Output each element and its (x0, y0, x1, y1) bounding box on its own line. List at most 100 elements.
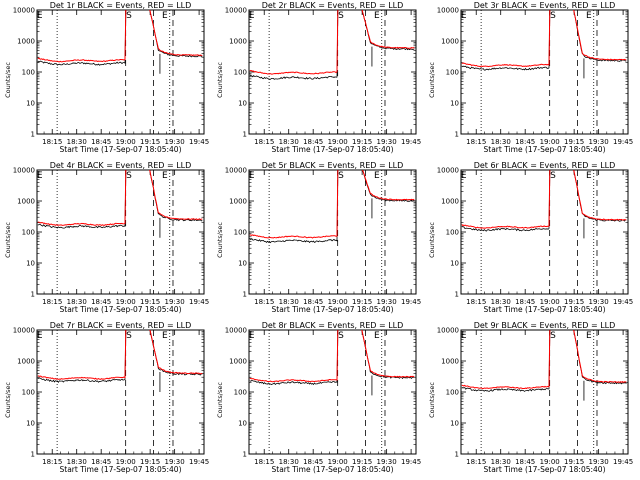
x-axis-label: Start Time (17-Sep-07 18:05:40) (60, 145, 182, 154)
y-axis-label: Counts/sec (4, 62, 12, 98)
y-tick-label: 1 (243, 291, 247, 299)
x-tick-label: 18:30 (67, 298, 87, 306)
x-tick-label: 18:45 (91, 138, 111, 146)
x-tick-label: 18:45 (515, 138, 535, 146)
x-tick-label: 19:00 (540, 298, 560, 306)
panel-det-7: Det 7r BLACK = Events, RED = LLD 1 10 100 10… (4, 321, 209, 474)
y-axis-label: Counts/sec (4, 222, 12, 258)
panel-title: Det 3r BLACK = Events, RED = LLD (474, 1, 616, 10)
x-tick-label: 18:15 (466, 138, 486, 146)
y-tick-label: 1000 (17, 198, 35, 206)
x-axis-label: Start Time (17-Sep-07 18:05:40) (60, 305, 182, 314)
plot-frame (36, 169, 205, 295)
y-tick-label: 1 (31, 451, 35, 459)
x-tick-label: 19:00 (116, 298, 136, 306)
lld-series-line (461, 170, 627, 229)
x-tick-label: 18:30 (491, 138, 511, 146)
y-tick-label: 1000 (229, 198, 247, 206)
y-tick-label: 100 (22, 389, 35, 397)
marker-e: E (37, 171, 43, 181)
x-tick-label: 18:30 (491, 298, 511, 306)
marker-e: E (461, 331, 467, 341)
x-tick-label: 19:00 (540, 458, 560, 466)
panel-title: Det 2r BLACK = Events, RED = LLD (262, 1, 404, 10)
x-tick-label: 18:45 (91, 458, 111, 466)
x-tick-label: 19:15 (352, 138, 372, 146)
x-tick-label: 19:15 (564, 138, 584, 146)
panel-det-9: Det 9r BLACK = Events, RED = LLD 1 10 100 10… (428, 321, 633, 474)
marker-e: E (249, 171, 255, 181)
x-tick-label: 19:00 (116, 138, 136, 146)
y-tick-label: 100 (234, 69, 247, 77)
y-tick-label: 1000 (17, 358, 35, 366)
lld-series-line (37, 330, 203, 380)
y-tick-label: 10000 (225, 327, 247, 335)
x-tick-label: 19:30 (165, 138, 185, 146)
y-tick-label: 100 (446, 229, 459, 237)
panel-det-3: Det 3r BLACK = Events, RED = LLD 1 10 100 10… (428, 1, 633, 154)
x-tick-label: 19:30 (377, 138, 397, 146)
lld-series-line (37, 10, 203, 63)
y-tick-label: 10 (26, 260, 35, 268)
lld-series-line (249, 10, 415, 75)
events-series-line (249, 330, 415, 386)
y-tick-label: 10000 (225, 7, 247, 15)
marker-e: E (249, 331, 255, 341)
y-tick-label: 10 (238, 420, 247, 428)
y-tick-label: 10000 (437, 327, 459, 335)
x-tick-label: 18:15 (42, 138, 62, 146)
marker-s: S (338, 331, 344, 341)
x-tick-label: 19:30 (165, 458, 185, 466)
marker-e: E (461, 171, 467, 181)
lld-series-line (249, 330, 415, 383)
lld-series-line (37, 170, 203, 226)
events-series-line (461, 10, 627, 71)
x-tick-label: 18:30 (67, 138, 87, 146)
y-axis-label: Counts/sec (216, 62, 224, 98)
x-tick-label: 19:15 (564, 298, 584, 306)
y-tick-label: 100 (446, 69, 459, 77)
plot-frame (460, 169, 629, 295)
y-tick-label: 1000 (17, 38, 35, 46)
x-tick-label: 18:30 (491, 458, 511, 466)
x-tick-label: 18:45 (515, 458, 535, 466)
y-axis-label: Counts/sec (428, 222, 436, 258)
x-tick-label: 18:45 (303, 458, 323, 466)
x-tick-label: 19:45 (401, 458, 421, 466)
y-tick-label: 1000 (441, 358, 459, 366)
x-tick-label: 19:45 (613, 298, 633, 306)
x-tick-label: 19:00 (116, 458, 136, 466)
marker-s: S (126, 11, 132, 21)
panel-det-1: Det 1r BLACK = Events, RED = LLD 1 10 100 10… (4, 1, 209, 154)
panel-title: Det 7r BLACK = Events, RED = LLD (50, 321, 192, 330)
panel-title: Det 4r BLACK = Events, RED = LLD (50, 161, 192, 170)
plot-frame (248, 329, 417, 455)
x-tick-label: 19:45 (613, 458, 633, 466)
plot-frame (36, 9, 205, 135)
y-tick-label: 1 (455, 451, 459, 459)
x-tick-label: 18:30 (279, 458, 299, 466)
x-tick-label: 18:30 (67, 458, 87, 466)
lld-series-line (461, 10, 627, 68)
x-axis-label: Start Time (17-Sep-07 18:05:40) (272, 145, 394, 154)
panel-title: Det 1r BLACK = Events, RED = LLD (50, 1, 192, 10)
panel-title: Det 8r BLACK = Events, RED = LLD (262, 321, 404, 330)
y-tick-label: 10 (238, 260, 247, 268)
marker-e: E (374, 11, 380, 21)
x-tick-label: 19:15 (352, 458, 372, 466)
x-tick-label: 18:30 (279, 298, 299, 306)
plot-frame (460, 329, 629, 455)
x-tick-label: 18:15 (466, 458, 486, 466)
x-axis-label: Start Time (17-Sep-07 18:05:40) (272, 465, 394, 474)
x-tick-label: 18:15 (466, 298, 486, 306)
events-series-line (461, 170, 627, 232)
x-tick-label: 19:00 (328, 138, 348, 146)
x-axis-label: Start Time (17-Sep-07 18:05:40) (484, 465, 606, 474)
y-axis-label: Counts/sec (428, 62, 436, 98)
x-tick-label: 18:45 (303, 298, 323, 306)
y-axis-label: Counts/sec (216, 222, 224, 258)
x-tick-label: 19:15 (564, 458, 584, 466)
y-tick-label: 1000 (441, 198, 459, 206)
